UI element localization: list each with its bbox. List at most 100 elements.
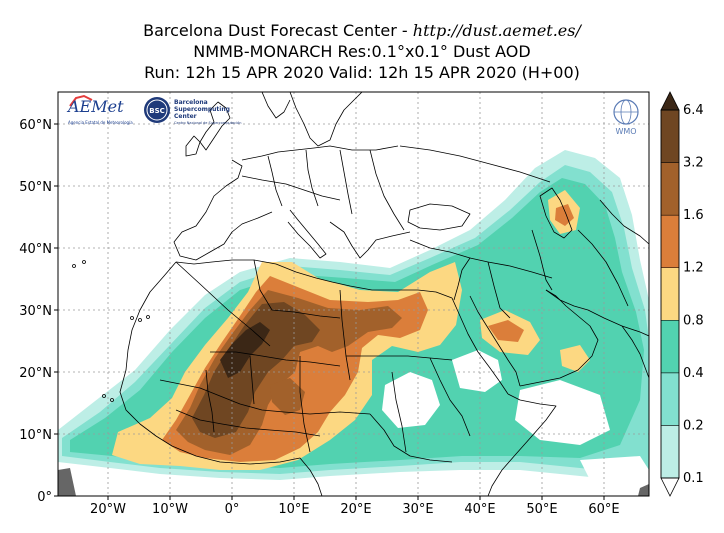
graticule: [58, 92, 649, 496]
title-url[interactable]: http://dust.aemet.es/: [412, 21, 581, 40]
border-europe-1: [241, 175, 341, 201]
coast-scandinavia: [289, 92, 363, 147]
aod-patch-1-2-caspian: [555, 204, 574, 226]
border-central-africa: [369, 413, 453, 463]
lat-tick-label: 60°N: [19, 118, 52, 133]
colorbar-arrow-max: [660, 91, 680, 111]
border-russia-ukraine: [399, 145, 551, 183]
lon-tick-label: 10°W: [152, 502, 188, 517]
border-iran-iraq: [531, 229, 553, 291]
title-line-1: Barcelona Dust Forecast Center - http://…: [0, 20, 724, 41]
bsc-logo-ring: [146, 99, 168, 121]
coast-red-sea-east: [469, 295, 521, 387]
colorbar-swatches: [660, 109, 680, 479]
colorbar-tick-label: 0.2: [683, 418, 704, 433]
bsc-logo-line-3: Center: [174, 113, 197, 120]
coastlines-and-borders: [119, 92, 649, 496]
title-line-2: NMMB-MONARCH Res:0.1°x0.1° Dust AOD: [193, 42, 531, 61]
bsc-logo-line-4: Centro Nacional de Supercomputación: [174, 121, 241, 125]
coast-great-britain: [199, 101, 231, 151]
border-niger-chad: [299, 356, 311, 453]
coast-india: [621, 325, 649, 379]
clear-pocket-indian-ocean: [580, 456, 649, 480]
coast-north-africa: [175, 259, 453, 299]
border-mali-niger: [249, 355, 255, 405]
coast-caspian: [539, 187, 573, 239]
nodata-region-se: [638, 484, 649, 496]
aod-patch-1-6-chad: [270, 378, 305, 415]
colorbar-tick-label: 6.4: [683, 103, 704, 118]
aemet-logo-swoosh: [69, 94, 93, 107]
coast-red-sea-west: [451, 297, 509, 395]
lat-tick-label: 10°N: [19, 428, 52, 443]
coast-west-africa: [119, 261, 323, 496]
aod-region-3-2: [192, 302, 320, 438]
cape-verde-island-2: [110, 398, 114, 402]
border-iran-afghanistan: [577, 229, 629, 307]
colorbar-tick-label: 1.6: [683, 208, 704, 223]
bsc-logo-badge: BSC: [149, 107, 165, 115]
cape-verde-island-1: [102, 394, 106, 398]
lon-tick-label: 60°E: [588, 502, 619, 517]
lat-tick-label: 30°N: [19, 304, 52, 319]
lon-tick-label: 30°E: [402, 502, 433, 517]
border-europe-2: [267, 155, 283, 207]
border-europe-5: [369, 149, 405, 231]
colorbar-swatch: [660, 267, 680, 321]
coast-norway: [261, 92, 291, 119]
lon-tick-label: 20°W: [90, 502, 126, 517]
bsc-logo-disc: [144, 97, 170, 123]
wmo-logo: WMO: [613, 99, 639, 136]
canary-island-1: [130, 316, 134, 320]
coast-black-sea: [407, 203, 471, 231]
border-europe-3: [305, 149, 319, 207]
lon-tick-label: 10°E: [278, 502, 309, 517]
colorbar-tick-label: 0.1: [683, 471, 704, 486]
colorbar-swatch: [660, 320, 680, 374]
coast-ireland: [185, 135, 201, 157]
clear-pockets: [382, 350, 649, 480]
border-sahel-north: [210, 351, 341, 367]
colorbar-tick-label: 0.8: [683, 313, 704, 328]
border-sahel-south: [159, 379, 371, 415]
border-iraq-saudi: [487, 261, 511, 319]
colorbar-swatch: [660, 109, 680, 163]
canary-island-3: [146, 315, 150, 319]
colorbar-labels: 0.1 0.2 0.4 0.8 1.2 1.6 3.2 6.4: [683, 103, 704, 486]
aod-level-6-4: [220, 322, 270, 378]
border-west-africa: [175, 409, 321, 437]
border-algeria-libya: [253, 259, 341, 319]
border-ethiopia: [429, 357, 471, 437]
border-turkey-syria-iraq: [469, 257, 553, 279]
border-mauritania-mali: [205, 369, 215, 433]
colorbar-swatch: [660, 372, 680, 426]
coast-iberia-france: [173, 159, 273, 261]
islands: [72, 260, 150, 402]
coast-balkans: [329, 221, 411, 259]
lat-tick-label: 40°N: [19, 242, 52, 257]
colorbar-arrow-min: [660, 477, 680, 497]
aemet-logo: AEMet Agencia Estatal de Meteorología: [66, 94, 133, 125]
aod-region-6-4: [220, 322, 270, 378]
aod-patch-1-2-arabia: [488, 320, 524, 342]
colorbar-tick-label: 1.2: [683, 261, 704, 276]
border-central-asia: [599, 199, 649, 245]
coast-italy: [287, 209, 327, 259]
lat-tick-label: 50°N: [19, 180, 52, 195]
colorbar-frame: [660, 109, 680, 479]
lon-tick-label: 20°E: [340, 502, 371, 517]
coast-persian-gulf: [545, 289, 649, 337]
aemet-logo-subtitle: Agencia Estatal de Meteorología: [68, 120, 133, 125]
lon-tick-label: 50°E: [526, 502, 557, 517]
border-morocco-algeria: [175, 261, 271, 347]
clear-pocket-sudan: [382, 372, 440, 428]
coast-horn-of-africa: [487, 393, 557, 496]
title-prefix: Barcelona Dust Forecast Center -: [143, 21, 413, 40]
colorbar-swatch: [660, 214, 680, 268]
colorbar-tick-label: 0.4: [683, 366, 704, 381]
aemet-logo-text: AEMet: [66, 97, 124, 116]
lat-tick-label: 20°N: [19, 366, 52, 381]
coast-arabia: [519, 289, 599, 387]
azores-island-1: [72, 264, 76, 268]
